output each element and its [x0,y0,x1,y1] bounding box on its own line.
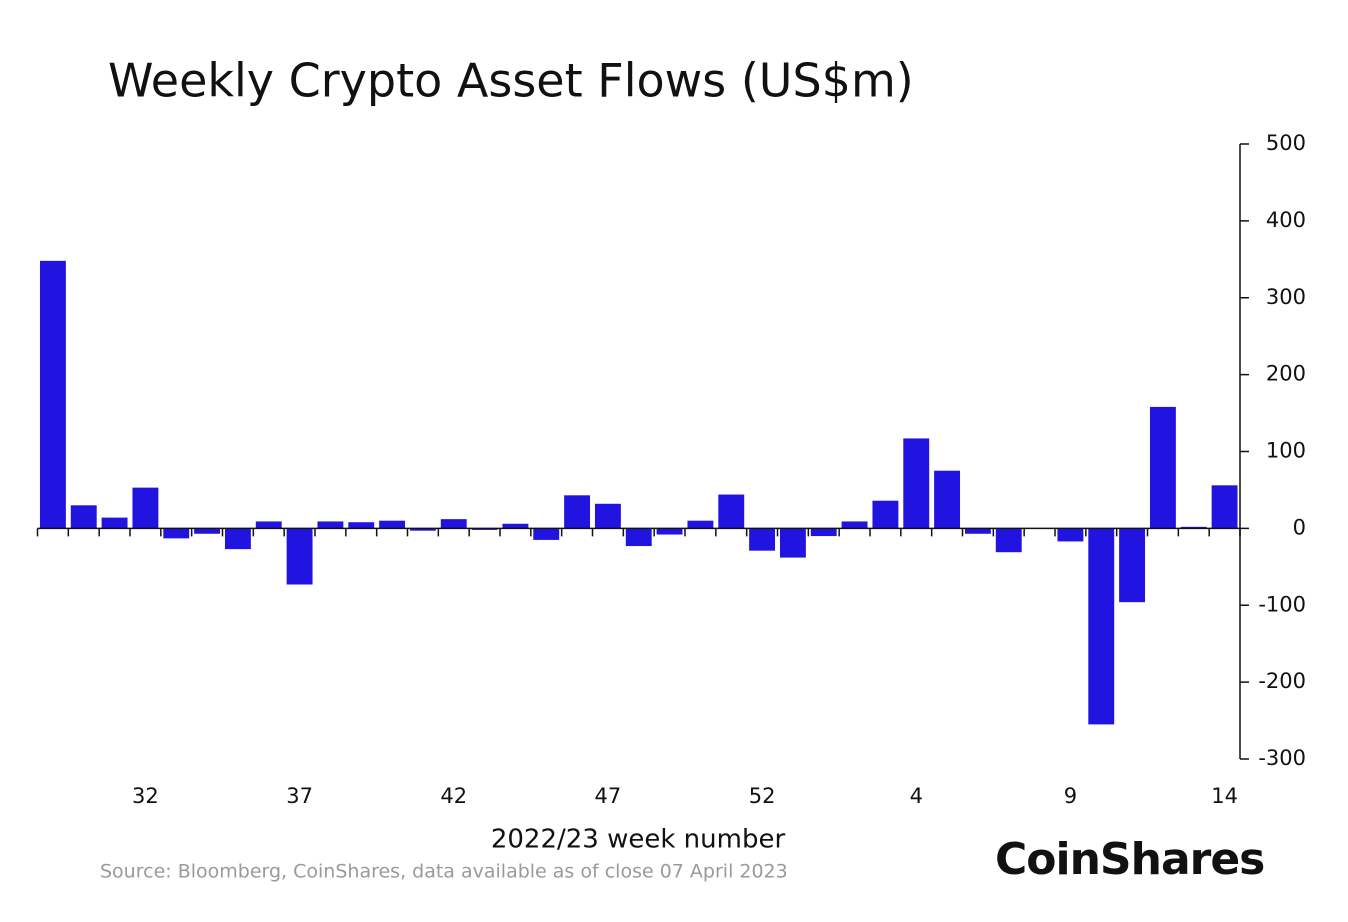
bar [39,260,66,529]
bar [255,521,282,529]
bar [841,521,868,529]
y-tick-label: 400 [1266,208,1306,232]
y-tick-label: 100 [1266,439,1306,463]
bar [70,505,97,529]
bar [471,528,498,530]
x-tick-label: 4 [910,784,923,808]
y-tick-label: 0 [1293,515,1306,539]
bar [749,528,776,551]
bar [533,528,560,540]
bar [564,495,591,529]
bar [1119,528,1146,603]
bar [964,528,991,534]
y-tick-label: -300 [1258,746,1306,770]
x-axis-title: 2022/23 week number [491,825,786,855]
x-tick-label: 32 [132,784,159,808]
bar [101,517,128,529]
bar [379,520,406,529]
bar [286,528,313,585]
bar [903,438,930,529]
x-tick-label: 37 [286,784,313,808]
bar [779,528,806,558]
bar [502,523,529,529]
bar [718,494,745,529]
bar [163,528,190,539]
bar [1057,528,1084,542]
x-tick-label: 9 [1064,784,1077,808]
bar [440,519,467,529]
y-tick-label: -200 [1258,669,1306,693]
source-note: Source: Bloomberg, CoinShares, data avai… [100,861,788,883]
bar [132,487,159,529]
bar [872,500,899,529]
bar [995,528,1022,553]
bar [409,528,436,531]
bar [1180,526,1207,529]
bar [934,470,961,529]
x-tick-label: 52 [749,784,776,808]
y-tick-label: 300 [1266,285,1306,309]
bar [348,522,375,529]
bar [1149,406,1176,529]
x-tick-label: 47 [595,784,622,808]
y-tick-label: 200 [1266,362,1306,386]
bar [625,528,652,547]
bar [1211,485,1238,529]
y-tick-label: 500 [1266,131,1306,155]
x-tick-label: 42 [440,784,467,808]
bar [317,521,344,529]
bar [194,528,221,534]
bar [687,520,714,529]
chart-title: Weekly Crypto Asset Flows (US$m) [108,54,914,108]
bar [1088,528,1115,725]
logo: CoinShares [995,834,1264,885]
y-tick-label: -100 [1258,592,1306,616]
bar [656,528,683,535]
bar [810,528,837,537]
x-tick-label: 14 [1211,784,1238,808]
bar [224,528,251,550]
bar [594,503,621,529]
